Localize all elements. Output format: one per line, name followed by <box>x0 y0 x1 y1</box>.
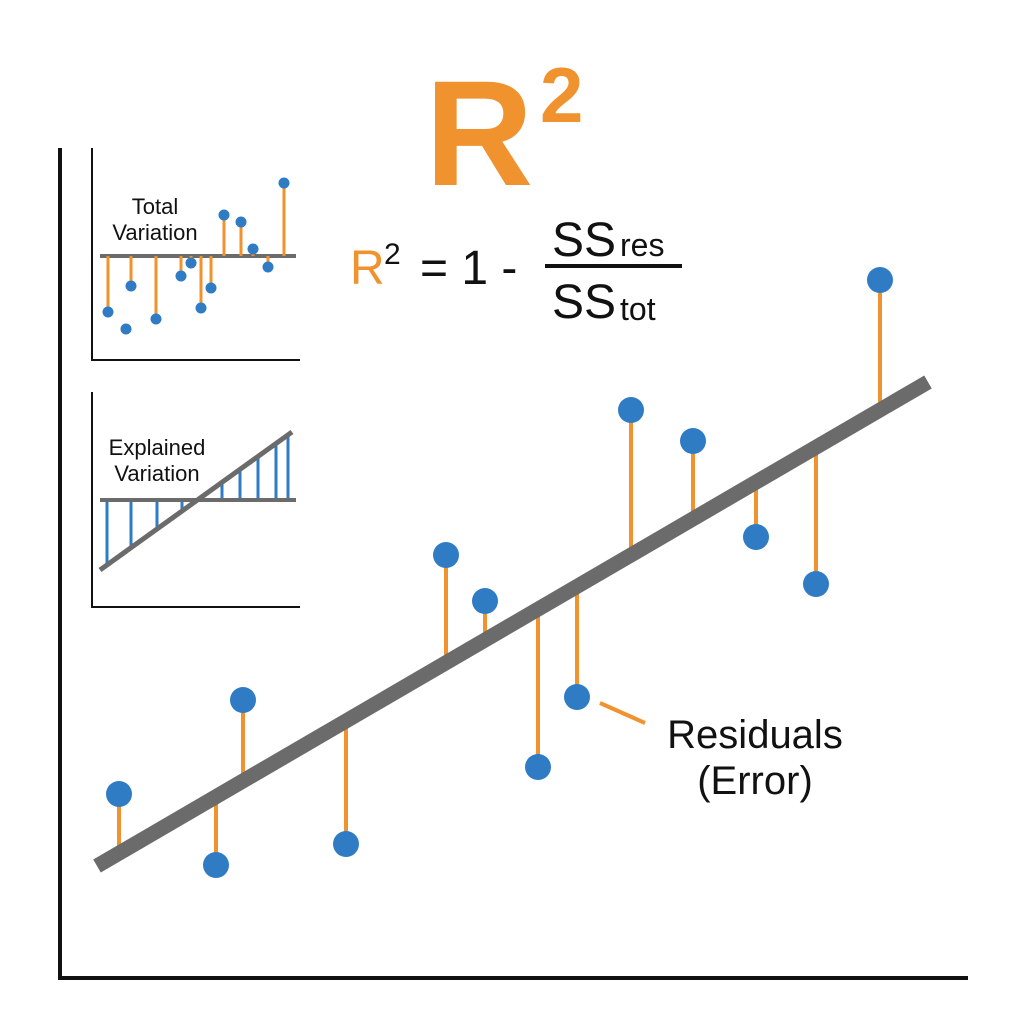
point <box>205 282 217 294</box>
inset-label: Variation <box>114 461 199 486</box>
point <box>333 831 359 857</box>
annotation-line: (Error) <box>697 759 813 803</box>
point <box>262 261 274 273</box>
point <box>618 397 644 423</box>
point <box>102 306 114 318</box>
point <box>150 313 162 325</box>
formula-lhs: R <box>350 242 385 295</box>
formula-operator: = 1 - <box>420 242 517 295</box>
points <box>106 267 893 878</box>
point <box>120 323 132 335</box>
annotation-pointer <box>599 701 646 725</box>
point <box>867 267 893 293</box>
title-exponent: 2 <box>540 51 583 139</box>
denominator-base: SS <box>552 276 616 329</box>
point <box>203 852 229 878</box>
inset-label: Explained <box>109 435 206 460</box>
numerator-base: SS <box>552 214 616 267</box>
point <box>175 270 187 282</box>
point <box>195 302 207 314</box>
point <box>235 216 247 228</box>
point <box>472 588 498 614</box>
point <box>230 687 256 713</box>
numerator-sub: res <box>620 227 664 263</box>
point <box>247 243 259 255</box>
point <box>525 754 551 780</box>
denominator-sub: tot <box>620 291 656 327</box>
point <box>278 177 290 189</box>
regression-line <box>93 375 932 873</box>
point <box>680 428 706 454</box>
inset-points <box>102 177 290 335</box>
inset-label: Total <box>132 194 178 219</box>
point <box>218 209 230 221</box>
fit-line <box>98 429 294 573</box>
annotation-line: Residuals <box>667 713 843 757</box>
title-base: R <box>425 49 533 217</box>
point <box>185 257 197 269</box>
point <box>564 684 590 710</box>
point <box>106 781 132 807</box>
point <box>125 280 137 292</box>
point <box>803 571 829 597</box>
point <box>433 542 459 568</box>
formula-lhs-exponent: 2 <box>384 238 401 271</box>
inset-label: Variation <box>112 220 197 245</box>
explained-lines <box>105 434 290 565</box>
point <box>743 524 769 550</box>
